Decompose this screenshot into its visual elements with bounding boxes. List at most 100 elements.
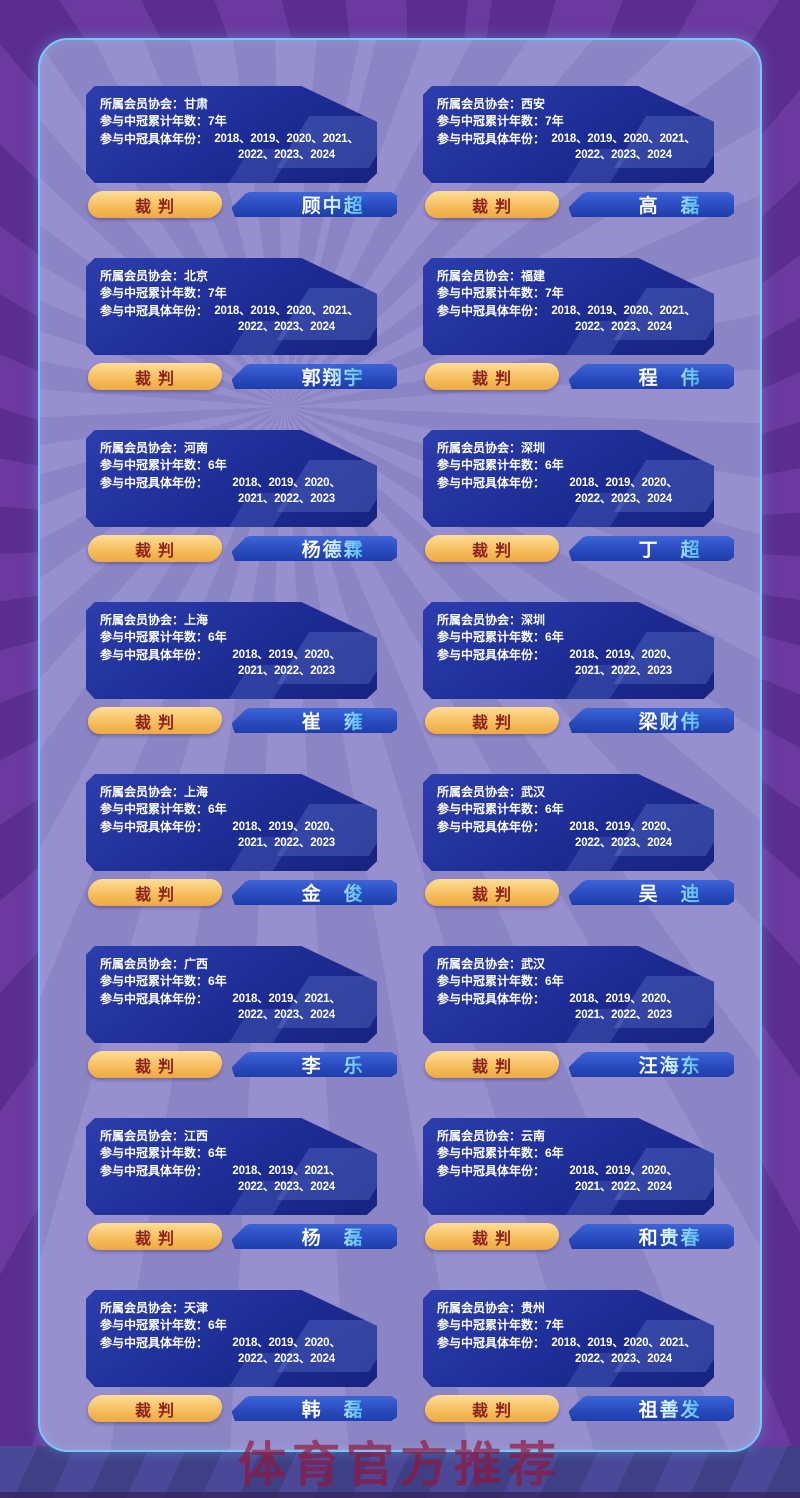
years-list-line: 参与中冠具体年份： 2018、2019、2020、 2022、2023、2024 [437, 819, 702, 852]
referee-name: 杨德霖 [302, 536, 365, 561]
years-count-label: 参与中冠累计年数： [100, 802, 209, 817]
card-footer: 裁判 高 磊 [423, 191, 734, 218]
years-count-line: 参与中冠累计年数：6年 [100, 1145, 365, 1162]
years-list-value: 2018、2019、2020、 2022、2023、2024 [569, 820, 678, 850]
association-value: 北京 [184, 269, 209, 283]
card-footer: 裁判 吴 迪 [423, 879, 734, 906]
card-body: 所属会员协会：深圳 参与中冠累计年数：6年 参与中冠具体年份： 2018、2019… [423, 430, 714, 527]
card-body: 所属会员协会：甘肃 参与中冠累计年数：7年 参与中冠具体年份： 2018、2019… [86, 86, 377, 183]
years-list-label: 参与中冠具体年份： [100, 1335, 209, 1350]
card-body: 所属会员协会：江西 参与中冠累计年数：6年 参与中冠具体年份： 2018、2019… [86, 1118, 377, 1215]
association-label: 所属会员协会： [437, 1129, 522, 1143]
association-label: 所属会员协会： [437, 269, 522, 283]
referee-name: 郭翔宇 [302, 364, 365, 389]
card-body: 所属会员协会：福建 参与中冠累计年数：7年 参与中冠具体年份： 2018、2019… [423, 258, 714, 355]
years-count-line: 参与中冠累计年数：6年 [437, 1145, 702, 1162]
referee-badge: 裁判 [423, 1223, 561, 1250]
association-value: 福建 [521, 269, 546, 283]
years-list-value: 2018、2019、2020、2021、 2022、2023、2024 [551, 304, 696, 334]
years-count-value: 7年 [545, 286, 564, 301]
years-count-label: 参与中冠累计年数： [437, 630, 546, 645]
association-line: 所属会员协会：河南 [100, 440, 365, 457]
years-count-line: 参与中冠累计年数：6年 [437, 801, 702, 818]
referee-card: 所属会员协会：甘肃 参与中冠累计年数：7年 参与中冠具体年份： 2018、2019… [86, 86, 397, 218]
referee-badge-label: 裁判 [135, 542, 182, 560]
card-body: 所属会员协会：武汉 参与中冠累计年数：6年 参与中冠具体年份： 2018、2019… [423, 946, 714, 1043]
referee-badge-label: 裁判 [472, 714, 519, 732]
years-list-line: 参与中冠具体年份： 2018、2019、2020、 2021、2022、2024 [437, 1163, 702, 1196]
watermark-text: 体育官方推荐 [237, 1439, 562, 1492]
referee-badge-label: 裁判 [472, 1058, 519, 1076]
referee-name: 金 俊 [302, 880, 365, 905]
name-bar: 高 磊 [568, 192, 734, 217]
years-count-value: 6年 [545, 974, 564, 989]
card-footer: 裁判 顾中超 [86, 191, 397, 218]
years-count-value: 6年 [545, 802, 564, 817]
association-label: 所属会员协会： [437, 97, 522, 111]
name-bar: 郭翔宇 [231, 364, 397, 389]
years-list-label: 参与中冠具体年份： [100, 303, 209, 318]
association-value: 武汉 [521, 957, 546, 971]
years-list-value: 2018、2019、2020、 2021、2022、2023 [232, 648, 341, 678]
years-list-value: 2018、2019、2021、 2022、2023、2024 [232, 992, 341, 1022]
years-count-label: 参与中冠累计年数： [437, 802, 546, 817]
years-count-line: 参与中冠累计年数：7年 [437, 285, 702, 302]
association-label: 所属会员协会： [100, 613, 185, 627]
referee-badge-label: 裁判 [472, 886, 519, 904]
referee-badge-label: 裁判 [472, 1230, 519, 1248]
association-label: 所属会员协会： [437, 441, 522, 455]
years-list-value: 2018、2019、2020、2021、 2022、2023、2024 [551, 132, 696, 162]
association-line: 所属会员协会：武汉 [437, 784, 702, 801]
years-count-line: 参与中冠累计年数：6年 [100, 801, 365, 818]
years-list-line: 参与中冠具体年份： 2018、2019、2020、 2022、2023、2024 [100, 1335, 365, 1368]
years-count-line: 参与中冠累计年数：7年 [100, 285, 365, 302]
card-body: 所属会员协会：北京 参与中冠累计年数：7年 参与中冠具体年份： 2018、2019… [86, 258, 377, 355]
association-value: 深圳 [521, 441, 546, 455]
name-bar: 吴 迪 [568, 880, 734, 905]
card-footer: 裁判 郭翔宇 [86, 363, 397, 390]
years-count-label: 参与中冠累计年数： [437, 1146, 546, 1161]
name-bar: 崔 雍 [231, 708, 397, 733]
referee-badge: 裁判 [423, 1051, 561, 1078]
name-bar: 顾中超 [231, 192, 397, 217]
years-list-label: 参与中冠具体年份： [437, 303, 546, 318]
years-count-value: 6年 [545, 630, 564, 645]
years-count-line: 参与中冠累计年数：6年 [100, 973, 365, 990]
association-label: 所属会员协会： [437, 785, 522, 799]
referee-card: 所属会员协会：云南 参与中冠累计年数：6年 参与中冠具体年份： 2018、2019… [423, 1118, 734, 1250]
name-bar: 杨德霖 [231, 536, 397, 561]
years-list-line: 参与中冠具体年份： 2018、2019、2020、2021、 2022、2023、… [437, 131, 702, 164]
years-count-value: 6年 [208, 974, 227, 989]
association-line: 所属会员协会：天津 [100, 1300, 365, 1317]
association-value: 河南 [184, 441, 209, 455]
referee-badge: 裁判 [423, 1395, 561, 1422]
association-label: 所属会员协会： [437, 1301, 522, 1315]
card-footer: 裁判 金 俊 [86, 879, 397, 906]
referee-card: 所属会员协会：上海 参与中冠累计年数：6年 参与中冠具体年份： 2018、2019… [86, 602, 397, 734]
years-list-value: 2018、2019、2020、 2021、2022、2023 [232, 820, 341, 850]
years-count-value: 7年 [545, 1318, 564, 1333]
card-footer: 裁判 梁财伟 [423, 707, 734, 734]
referee-badge: 裁判 [86, 535, 224, 562]
referee-name: 韩 磊 [302, 1396, 365, 1421]
years-list-line: 参与中冠具体年份： 2018、2019、2021、 2022、2023、2024 [100, 1163, 365, 1196]
name-bar: 祖善发 [568, 1396, 734, 1421]
years-list-label: 参与中冠具体年份： [437, 131, 546, 146]
card-body: 所属会员协会：云南 参与中冠累计年数：6年 参与中冠具体年份： 2018、2019… [423, 1118, 714, 1215]
years-count-label: 参与中冠累计年数： [100, 630, 209, 645]
years-list-line: 参与中冠具体年份： 2018、2019、2020、2021、 2022、2023、… [437, 303, 702, 336]
years-list-label: 参与中冠具体年份： [100, 647, 209, 662]
years-list-line: 参与中冠具体年份： 2018、2019、2020、 2022、2023、2024 [437, 475, 702, 508]
association-label: 所属会员协会： [437, 613, 522, 627]
association-label: 所属会员协会： [100, 269, 185, 283]
referee-badge-label: 裁判 [472, 198, 519, 216]
years-list-label: 参与中冠具体年份： [437, 647, 546, 662]
years-count-value: 6年 [208, 630, 227, 645]
years-list-value: 2018、2019、2020、2021、 2022、2023、2024 [214, 132, 359, 162]
referee-card: 所属会员协会：深圳 参与中冠累计年数：6年 参与中冠具体年份： 2018、2019… [423, 602, 734, 734]
years-count-line: 参与中冠累计年数：6年 [437, 973, 702, 990]
years-list-line: 参与中冠具体年份： 2018、2019、2020、 2021、2022、2023 [100, 647, 365, 680]
association-value: 江西 [184, 1129, 209, 1143]
association-line: 所属会员协会：深圳 [437, 440, 702, 457]
years-count-label: 参与中冠累计年数： [437, 286, 546, 301]
